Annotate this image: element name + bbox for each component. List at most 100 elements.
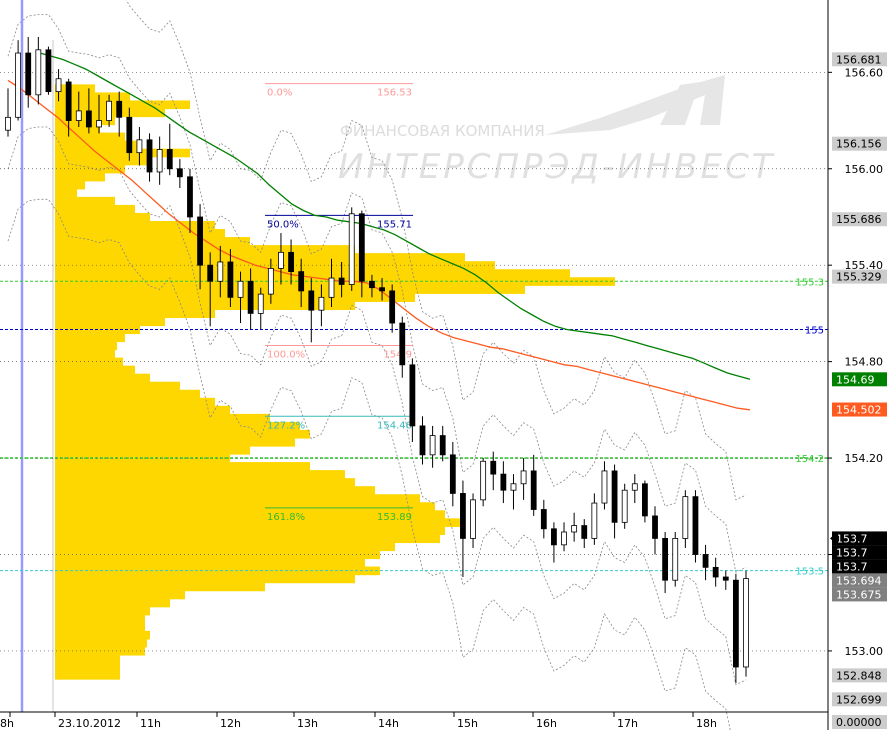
candle-body (581, 525, 588, 539)
candle-body (237, 280, 244, 298)
candle-47 (480, 458, 487, 507)
profile-bar-53 (55, 510, 445, 519)
candle-32 (328, 258, 335, 307)
candle-17 (176, 159, 183, 189)
watermark-line2: ИНТЕРСПРЭД-ИНВЕСТ (338, 147, 775, 187)
candle-body (490, 460, 497, 475)
price-box-label: 153.675 (836, 588, 882, 601)
price-box-bg (832, 402, 887, 417)
y-tick-label-6: 153.00 (845, 645, 884, 658)
price-box-bg (832, 587, 887, 602)
watermark-line1: ФИНАНСОВАЯ КОМПАНИЯ (340, 122, 545, 140)
candle-body (358, 213, 365, 282)
candle-body (379, 287, 385, 292)
candle-16 (166, 123, 173, 176)
profile-bar-59 (55, 558, 365, 568)
price-box-label: 0.00000 (836, 716, 882, 729)
candle-body (207, 264, 214, 282)
candle-54 (551, 522, 557, 563)
candle-6 (65, 78, 72, 137)
candle-body (480, 460, 487, 501)
y-tick-label-3: 154.80 (845, 356, 884, 369)
x-tick-label-6: 15h (457, 717, 478, 730)
price-box-label: 152.848 (836, 669, 882, 682)
candle-body (338, 277, 345, 285)
candle-body (267, 268, 274, 295)
candle-14 (146, 133, 153, 182)
candle-body (35, 49, 42, 96)
candle-21 (217, 245, 224, 298)
x-tick-label-2: 11h (140, 717, 161, 730)
candle-body (257, 293, 264, 314)
candle-58 (591, 493, 598, 545)
fib-pct-label-0: 0.0% (267, 88, 292, 99)
profile-bar-5 (55, 124, 100, 134)
price-box-1: 156.156 (832, 136, 887, 151)
candle-68 (692, 490, 699, 563)
candle-body (15, 52, 22, 118)
bands (7, 0, 747, 730)
candle-23 (237, 271, 244, 324)
fib-pct-label-3: 127.2% (267, 420, 305, 431)
profile-bar-33 (55, 349, 115, 359)
price-box-label: 155.686 (836, 213, 882, 226)
candle-18 (187, 168, 193, 234)
candle-49 (500, 461, 507, 504)
candle-body (682, 496, 689, 539)
candle-body (611, 470, 618, 523)
profile-bar-28 (55, 309, 215, 319)
price-box-label: 152.699 (836, 693, 882, 706)
candle-body (85, 110, 92, 128)
candle-25 (257, 287, 264, 330)
profile-bar-71 (55, 654, 120, 664)
candle-body (55, 78, 62, 93)
candle-body (25, 52, 32, 96)
candle-12 (126, 107, 133, 161)
candle-body (318, 296, 325, 311)
candle-22 (227, 249, 234, 307)
candle-body (732, 579, 739, 668)
candle-44 (449, 441, 456, 507)
candle-body (712, 566, 719, 578)
profile-bar-26 (55, 293, 415, 302)
profile-bar-17 (55, 220, 215, 230)
price-box-4: 154.69 (832, 372, 887, 387)
price-box-bg (832, 212, 887, 227)
candle-body (399, 322, 406, 366)
candle-33 (338, 261, 345, 298)
watermark-logo (545, 75, 725, 135)
candle-36 (369, 274, 375, 298)
candle-body (470, 499, 476, 539)
profile-bar-45 (55, 446, 250, 455)
profile-bar-64 (55, 598, 170, 608)
moving-averages (7, 52, 751, 411)
price-box-label: 156.681 (836, 53, 882, 66)
candle-9 (96, 94, 102, 134)
candle-20 (207, 252, 214, 327)
profile-bar-73 (55, 671, 120, 680)
candle-39 (399, 316, 406, 378)
profile-bar-57 (55, 542, 395, 552)
profile-bar-43 (55, 429, 310, 439)
profile-bar-21 (55, 253, 465, 262)
candle-body (146, 139, 153, 173)
candle-body (702, 554, 709, 568)
price-box-bg (832, 559, 887, 574)
candle-34 (348, 207, 355, 291)
candle-body (247, 280, 254, 314)
profile-bar-58 (55, 550, 380, 560)
price-box-3: 155.329 (832, 269, 887, 284)
ma-line-1 (7, 79, 751, 411)
watermark: ФИНАНСОВАЯ КОМПАНИЯ ИНТЕРСПРЭД-ИНВЕСТ (338, 75, 775, 187)
x-tick-label-9: 18h (696, 717, 717, 730)
price-box-label: 154.502 (836, 404, 882, 417)
y-tick-label-4: 154.20 (845, 452, 884, 465)
candle-body (561, 531, 567, 546)
volume-profile (55, 84, 615, 680)
y-tick-label-1: 156.00 (845, 163, 884, 176)
candle-body (197, 216, 203, 266)
candle-56 (571, 512, 578, 542)
candle-body (96, 120, 102, 128)
